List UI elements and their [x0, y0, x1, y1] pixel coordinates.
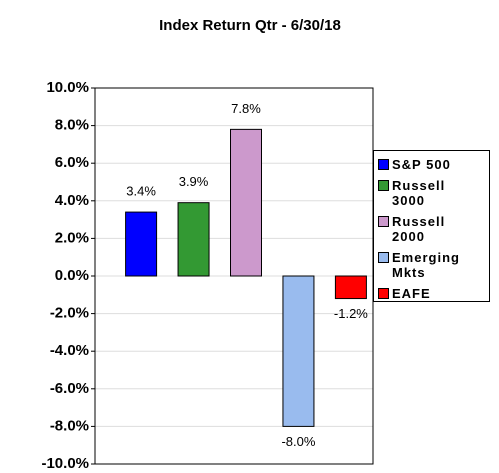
legend-item: EAFE	[378, 286, 487, 301]
legend-label: EAFE	[392, 286, 431, 301]
y-tick-label: 10.0%	[46, 79, 89, 96]
legend-swatch	[378, 216, 389, 227]
bar	[230, 128, 262, 277]
legend-swatch	[378, 288, 389, 299]
y-tick-label: -10.0%	[41, 455, 89, 472]
value-label: 3.9%	[179, 174, 209, 189]
legend-swatch	[378, 180, 389, 191]
y-tick-label: -8.0%	[50, 417, 89, 434]
value-label: -1.2%	[334, 306, 368, 321]
y-tick-label: 6.0%	[55, 154, 89, 171]
legend-item: Russell 2000	[378, 214, 487, 244]
value-label: -8.0%	[281, 434, 315, 449]
legend-item: S&P 500	[378, 157, 487, 172]
value-label: 7.8%	[231, 101, 261, 116]
legend-label: Emerging Mkts	[392, 250, 460, 280]
chart-title: Index Return Qtr - 6/30/18	[159, 17, 341, 34]
legend-label: S&P 500	[392, 157, 451, 172]
y-tick-label: 2.0%	[55, 229, 89, 246]
bar	[125, 211, 158, 277]
legend-label: Russell 3000	[392, 178, 446, 208]
value-label: 3.4%	[126, 184, 156, 199]
legend-item: Russell 3000	[378, 178, 487, 208]
bar	[177, 202, 210, 277]
y-tick-label: 8.0%	[55, 117, 89, 134]
y-tick-label: 0.0%	[55, 267, 89, 284]
y-tick-label: -4.0%	[50, 342, 89, 359]
y-tick-label: -2.0%	[50, 305, 89, 322]
legend: S&P 500 Russell 3000 Russell 2000 Emerging …	[373, 150, 490, 302]
legend-label: Russell 2000	[392, 214, 446, 244]
bar	[334, 275, 367, 300]
legend-item: Emerging Mkts	[378, 250, 487, 280]
bar	[282, 275, 315, 427]
y-tick-label: 4.0%	[55, 192, 89, 209]
legend-swatch	[378, 159, 389, 170]
legend-swatch	[378, 252, 389, 263]
y-tick-label: -6.0%	[50, 380, 89, 397]
